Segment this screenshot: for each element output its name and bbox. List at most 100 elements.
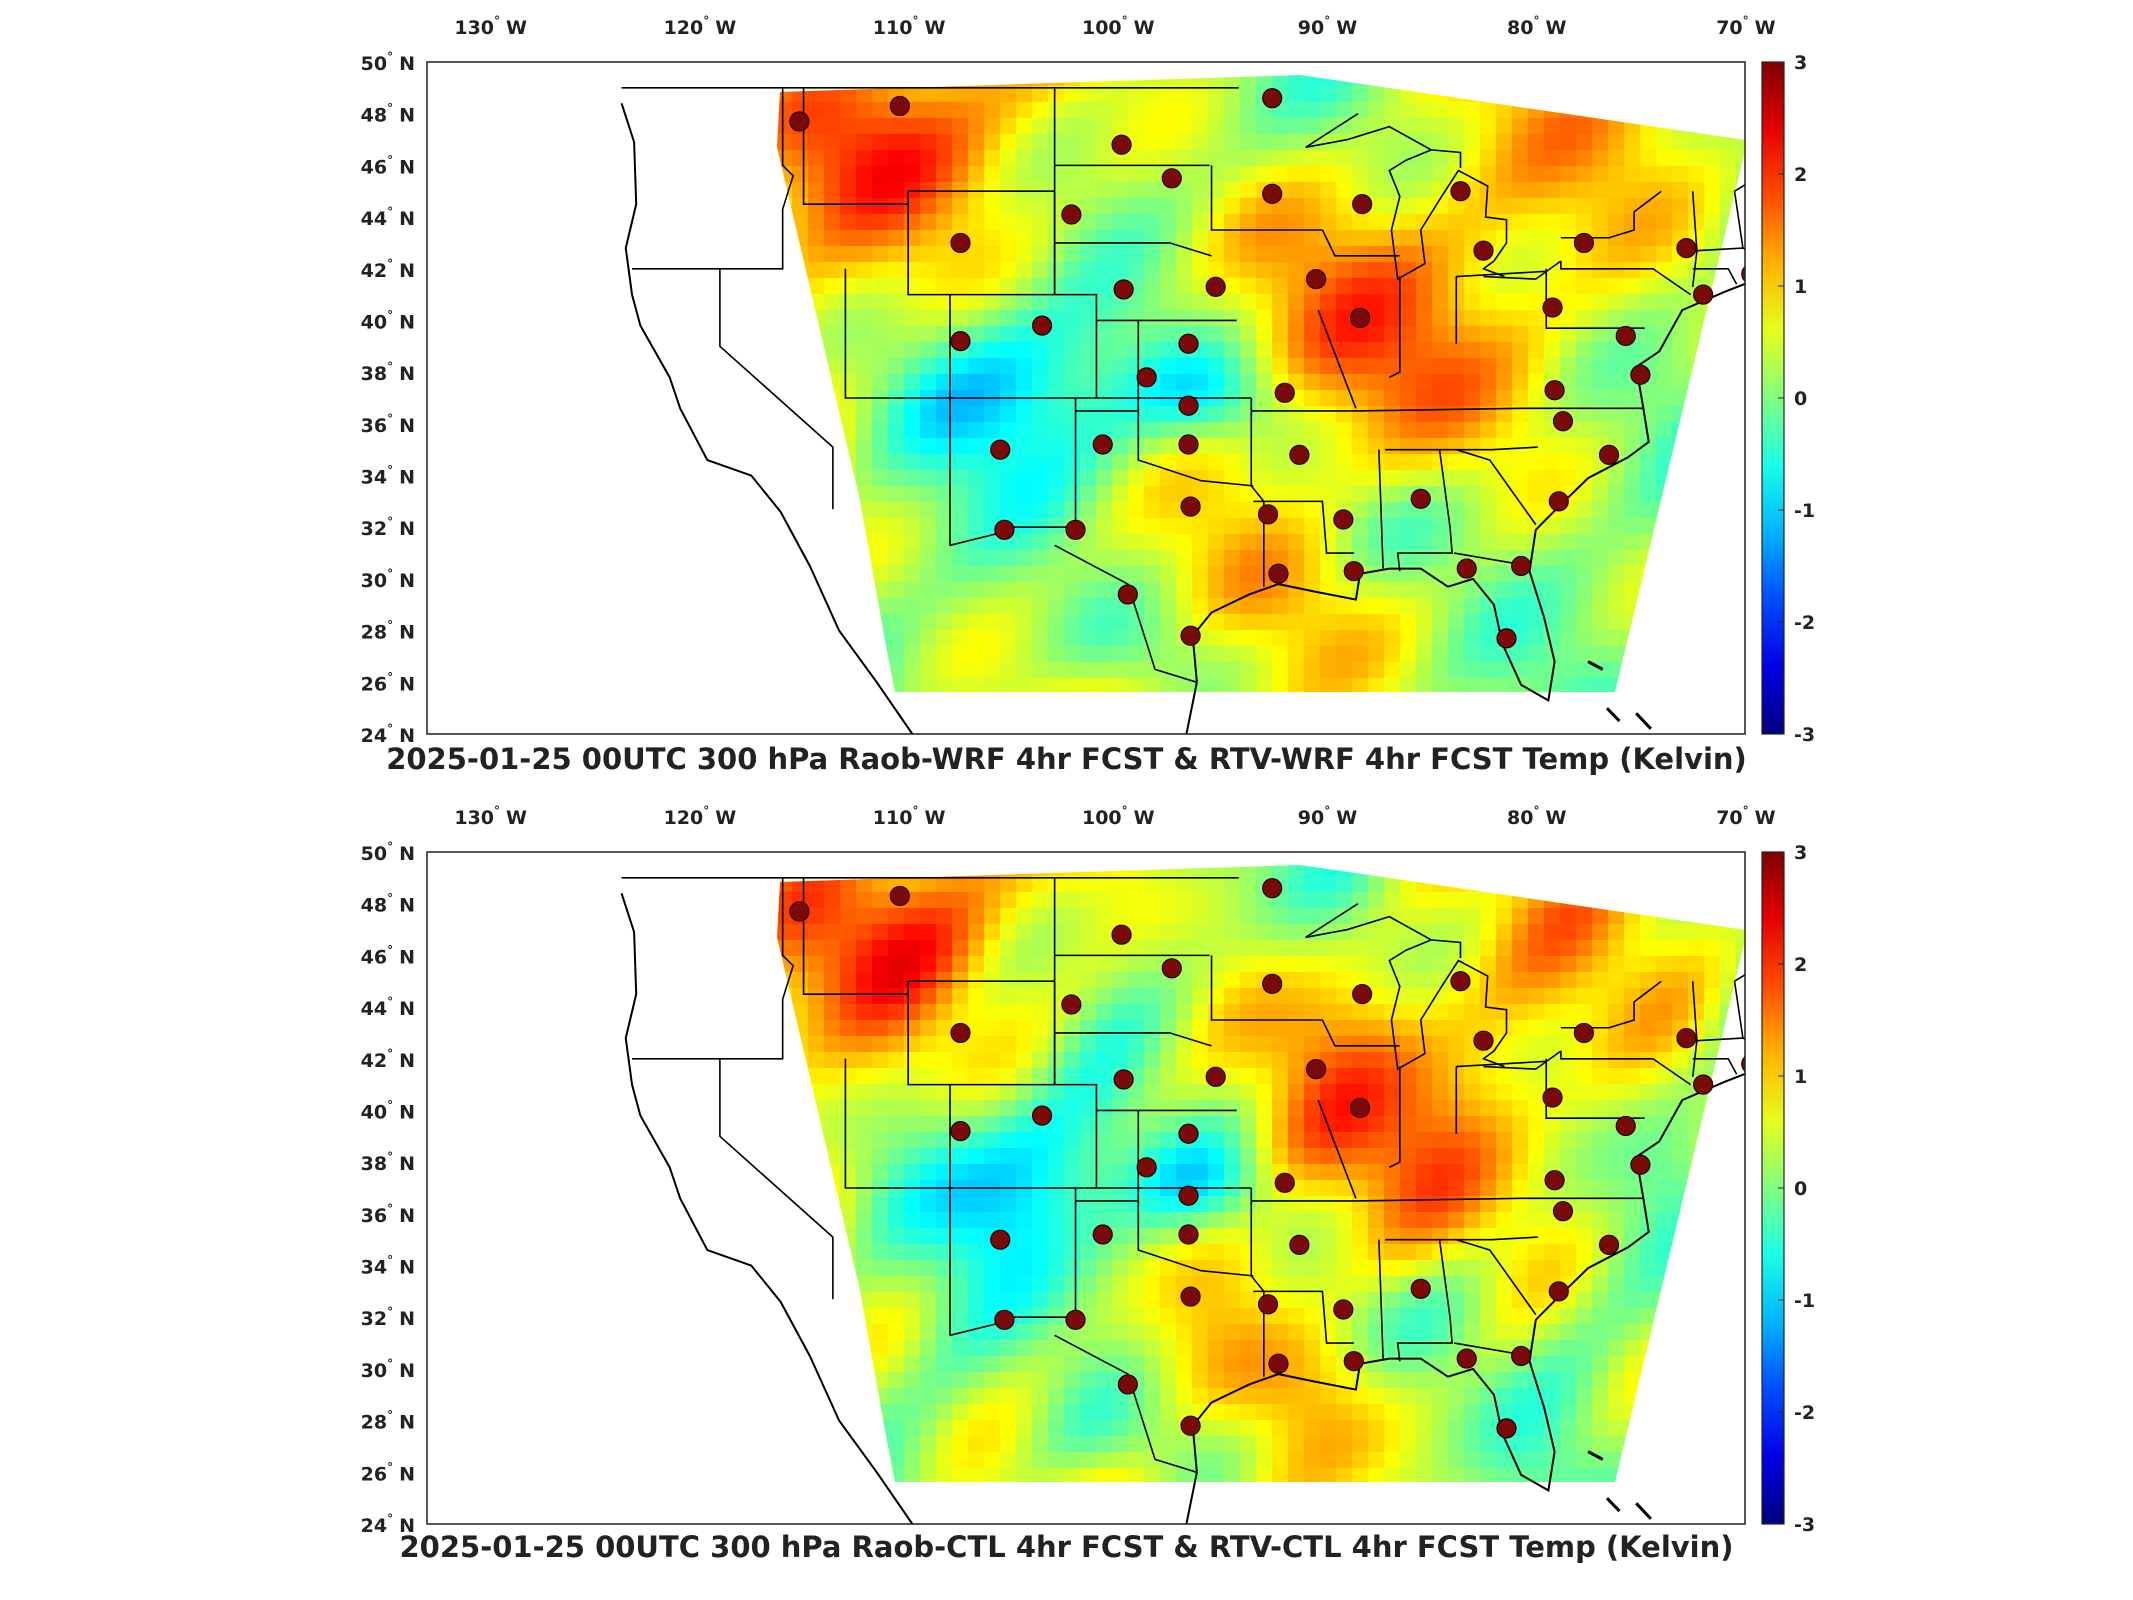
raob-station-marker (1410, 1278, 1431, 1299)
raob-station-marker (1274, 1172, 1295, 1193)
colorbar-tick-label: -3 (1794, 1514, 1815, 1536)
colorbar-tick-label: -3 (1794, 724, 1815, 746)
lon-tick-label: 90° W (1298, 14, 1357, 39)
lat-tick-label: 26° N (361, 1460, 415, 1485)
map-panel-top: 130° W 120° W 110° W 100° W 90° W 80° W 70° W 50° N 48° N… (0, 0, 2133, 790)
lat-tick-label: 30° N (361, 1357, 415, 1382)
raob-station-marker (1065, 1309, 1086, 1330)
raob-station-marker (1161, 958, 1182, 979)
raob-station-marker (1289, 444, 1310, 465)
colorbar-tick-label: 2 (1794, 954, 1807, 976)
colorbar-tick-label: 3 (1794, 842, 1807, 864)
raob-station-marker (1111, 924, 1132, 945)
lat-tick-label: 32° N (361, 1305, 415, 1330)
lat-tick-label: 46° N (361, 153, 415, 178)
raob-station-marker (1111, 134, 1132, 155)
lat-tick-label: 50° N (361, 50, 415, 75)
lat-tick-label: 40° N (361, 1098, 415, 1123)
raob-station-marker (1178, 333, 1199, 354)
lat-tick-label: 36° N (361, 412, 415, 437)
raob-station-marker (1548, 491, 1569, 512)
lat-tick-label: 48° N (361, 102, 415, 127)
lat-tick-label: 36° N (361, 1202, 415, 1227)
raob-station-marker (1473, 1030, 1494, 1051)
lat-tick-label: 46° N (361, 943, 415, 968)
raob-station-marker (990, 439, 1011, 460)
lon-tick-label: 90° W (1298, 804, 1357, 829)
lat-tick-label: 24° N (361, 722, 415, 747)
raob-station-marker (1262, 878, 1283, 899)
lon-tick-label: 70° W (1716, 804, 1775, 829)
temperature-difference-field (777, 75, 1745, 692)
raob-station-marker (1548, 1281, 1569, 1302)
colorbar-tick-label: -2 (1794, 612, 1815, 634)
raob-station-marker (1410, 488, 1431, 509)
raob-station-marker (1065, 519, 1086, 540)
lon-tick-label: 130° W (454, 804, 527, 829)
map-canvas-top: 130° W 120° W 110° W 100° W 90° W 80° W 70° W 50° N 48° N… (361, 14, 1817, 747)
map-canvas-bottom: 130° W 120° W 110° W 100° W 90° W 80° W 70° W 50° N 48° N… (361, 804, 1815, 1537)
raob-station-marker (1031, 315, 1053, 336)
lon-tick-label: 100° W (1082, 14, 1155, 39)
raob-station-marker (1741, 1056, 1745, 1072)
raob-station-marker (1136, 367, 1157, 388)
raob-station-marker (1262, 88, 1283, 109)
raob-station-marker (889, 95, 910, 117)
lon-tick-label: 120° W (664, 804, 737, 829)
raob-station-marker (1113, 279, 1134, 300)
lat-tick-label: 26° N (361, 670, 415, 695)
lon-tick-label: 130° W (454, 14, 527, 39)
raob-station-marker (1343, 1351, 1364, 1372)
lat-tick-label: 32° N (361, 515, 415, 540)
raob-station-marker (1598, 444, 1620, 465)
raob-station-marker (950, 1022, 971, 1044)
raob-station-marker (1333, 1299, 1354, 1320)
colorbar-tick-label: 2 (1794, 164, 1807, 186)
raob-station-marker (1544, 380, 1565, 401)
lat-tick-label: 34° N (361, 1254, 415, 1279)
raob-station-marker (1542, 1087, 1563, 1108)
lat-tick-label: 48° N (361, 892, 415, 917)
raob-station-marker (994, 1309, 1015, 1330)
lon-tick-label: 110° W (873, 14, 946, 39)
raob-station-marker (990, 1229, 1011, 1250)
raob-station-marker (1178, 1185, 1199, 1206)
raob-station-marker (1061, 994, 1082, 1015)
raob-station-marker (1333, 509, 1354, 530)
raob-station-marker (1450, 971, 1471, 992)
raob-station-marker (1262, 973, 1283, 994)
raob-station-marker (1117, 584, 1138, 605)
raob-station-marker (889, 885, 910, 907)
raob-station-marker (1552, 411, 1574, 432)
raob-station-marker (1456, 1348, 1477, 1369)
lat-tick-label: 42° N (361, 257, 415, 282)
raob-station-marker (1117, 1374, 1138, 1395)
lat-tick-label: 28° N (361, 619, 415, 644)
raob-station-marker (1630, 1154, 1651, 1175)
raob-station-marker (1615, 1115, 1636, 1137)
map-panel-bottom: 130° W 120° W 110° W 100° W 90° W 80° W 70° W 50° N 48° N… (0, 790, 2133, 1600)
temperature-difference-field (777, 865, 1745, 1482)
raob-station-marker (1573, 1022, 1595, 1044)
raob-station-marker (1205, 276, 1226, 297)
lon-tick-label: 110° W (873, 804, 946, 829)
raob-station-marker (1798, 197, 1817, 216)
raob-station-marker (1180, 1415, 1201, 1436)
lon-tick-label: 70° W (1716, 14, 1775, 39)
raob-station-marker (1178, 434, 1199, 455)
raob-station-marker (1615, 325, 1636, 347)
colorbar-tick-label: -1 (1794, 1290, 1815, 1312)
raob-station-marker (789, 901, 810, 922)
raob-station-marker (1136, 1157, 1157, 1178)
panel-title-bottom: 2025-01-25 00UTC 300 hPa Raob-CTL 4hr FC… (399, 1530, 1734, 1564)
colorbar-tick-label: 0 (1794, 1178, 1807, 1200)
colorbar-tick-label: -2 (1794, 1402, 1815, 1424)
lat-tick-label: 24° N (361, 1512, 415, 1537)
lat-tick-label: 44° N (361, 205, 415, 230)
raob-station-marker (1693, 284, 1714, 305)
raob-station-marker (1349, 1097, 1371, 1118)
raob-station-marker (950, 1121, 971, 1142)
raob-station-marker (1031, 1105, 1053, 1126)
raob-station-marker (1473, 240, 1494, 261)
colorbar-tick-label: 0 (1794, 388, 1807, 410)
